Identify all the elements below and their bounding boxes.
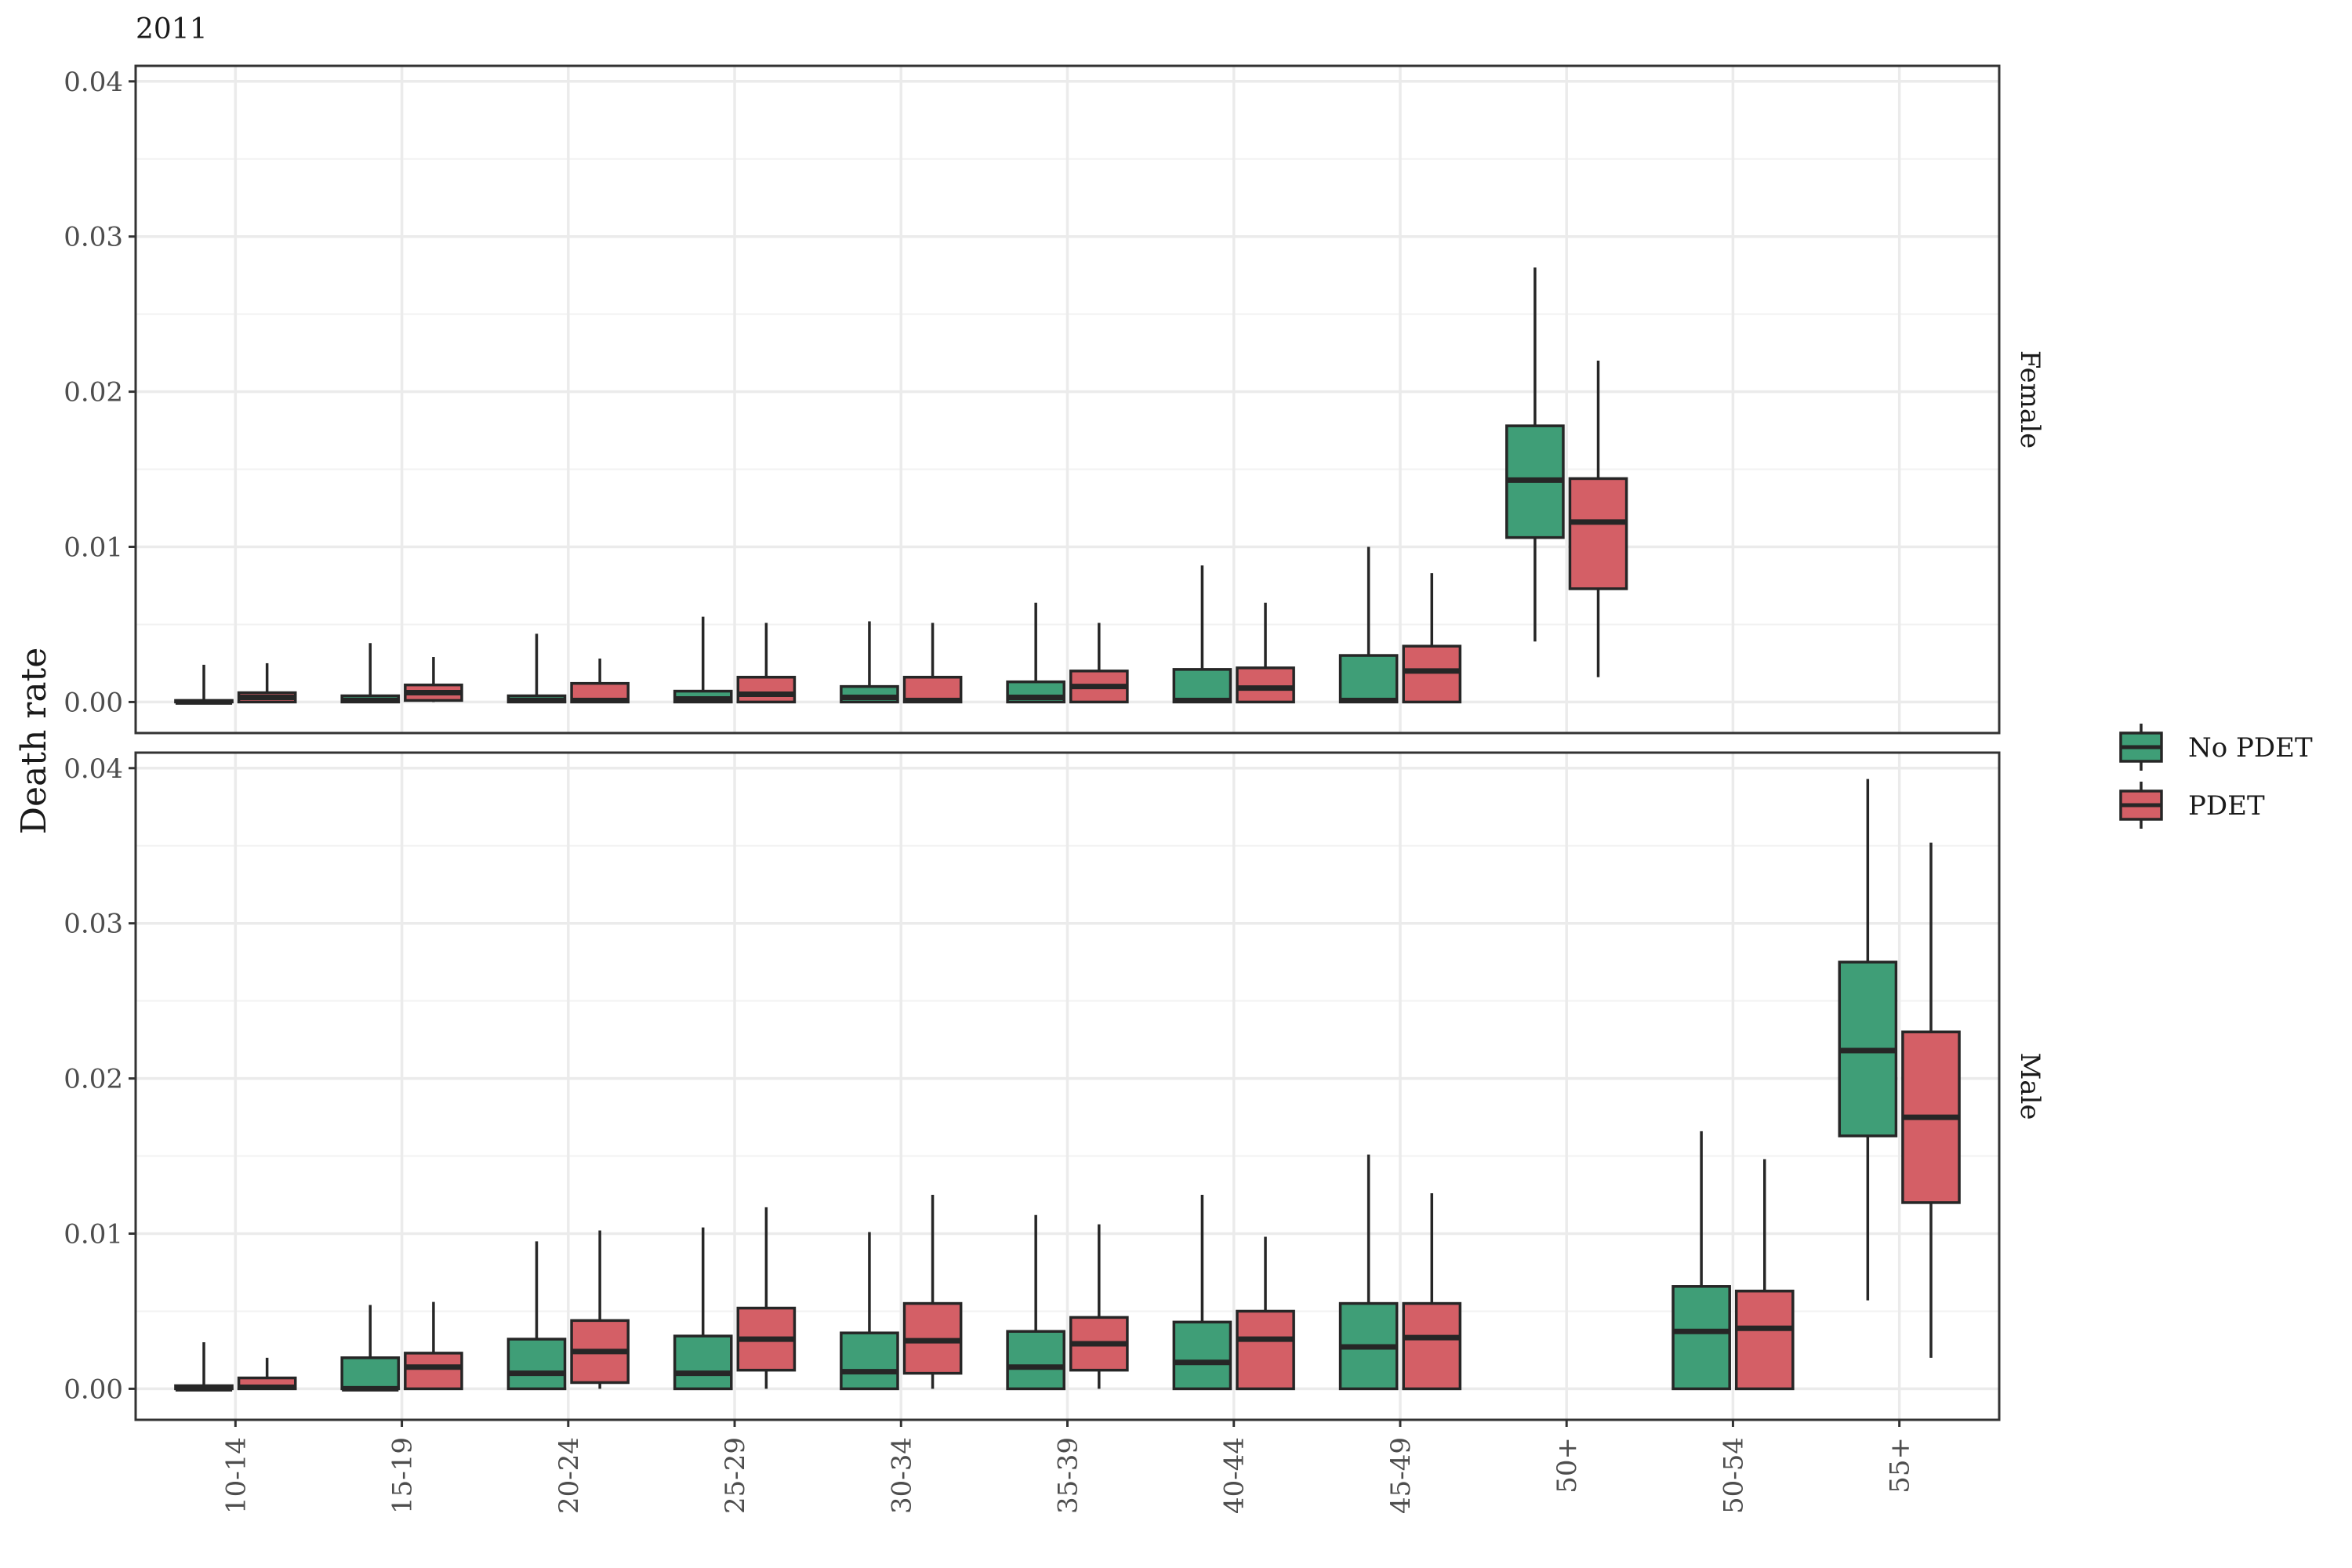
box-no-pdet-30-34 (840, 621, 899, 704)
box-no-pdet-20-24 (506, 1241, 567, 1391)
box-body (1172, 668, 1232, 704)
panel-male: 0.00 0.01 0.02 0.03 0.04 Male (64, 751, 2045, 1421)
box-no-pdet-35-39 (1006, 602, 1066, 704)
x-tick-label: 20-24 (554, 1437, 585, 1514)
panels-layer: 0.000.010.020.030.04Female0.000.010.020.… (64, 64, 2045, 1421)
box-pdet-10-14 (237, 662, 297, 704)
x-tick-label: 50+ (1552, 1437, 1583, 1494)
box-pdet-25-29 (736, 1207, 797, 1389)
legend-item-no-pdet: No PDET (2119, 724, 2313, 771)
box-pdet-15-19 (404, 1301, 463, 1391)
box-body (840, 1331, 899, 1391)
box-no-pdet-45-49 (1338, 1154, 1399, 1391)
box-pdet-20-24 (570, 1230, 630, 1389)
box-pdet-10-14 (237, 1357, 297, 1391)
legend: No PDET PDET (2119, 724, 2313, 829)
y-tick-label: 0.04 (64, 753, 123, 785)
box-body (1006, 1330, 1066, 1391)
chart-title: 2011 (136, 13, 208, 45)
box-pdet-50-54 (1734, 1159, 1795, 1391)
box-body (673, 1334, 733, 1391)
x-tick-label: 10-14 (220, 1437, 252, 1514)
box-no-pdet-35-39 (1006, 1214, 1066, 1391)
y-tick-label: 0.00 (64, 1374, 123, 1405)
box-no-pdet-50-54 (1671, 1131, 1731, 1391)
box-pdet-30-34 (902, 622, 963, 704)
x-tick-label: 55+ (1885, 1437, 1916, 1494)
y-axis-label: Death rate (14, 648, 54, 835)
y-tick-label: 0.02 (64, 1064, 123, 1095)
box-no-pdet-55+ (1838, 779, 1898, 1301)
facet-label: Female (2014, 350, 2045, 448)
box-no-pdet-25-29 (673, 1227, 733, 1391)
box-no-pdet-50+ (1505, 267, 1565, 642)
legend-item-pdet: PDET (2119, 782, 2265, 829)
x-tick-label: 45-49 (1385, 1437, 1417, 1514)
y-tick-label: 0.04 (64, 67, 123, 98)
box-body (404, 1352, 463, 1391)
box-no-pdet-20-24 (506, 633, 567, 704)
x-tick-label: 15-19 (387, 1437, 419, 1514)
box-body (340, 1356, 401, 1391)
box-pdet-20-24 (570, 659, 630, 704)
y-tick-label: 0.02 (64, 377, 123, 408)
box-no-pdet-45-49 (1338, 546, 1399, 704)
box-no-pdet-40-44 (1172, 1195, 1232, 1391)
box-no-pdet-30-34 (840, 1232, 899, 1391)
box-pdet-25-29 (736, 622, 797, 704)
y-tick-label: 0.01 (64, 1219, 123, 1250)
box-pdet-50+ (1568, 361, 1628, 677)
box-body (1172, 1320, 1232, 1391)
legend-label: No PDET (2188, 732, 2313, 764)
x-tick-label: 30-34 (886, 1437, 917, 1514)
x-tick-label: 25-29 (720, 1437, 751, 1514)
box-pdet-35-39 (1069, 1224, 1129, 1389)
box-no-pdet-25-29 (673, 616, 733, 704)
box-body (1568, 477, 1628, 590)
box-no-pdet-10-14 (174, 664, 234, 705)
box-body (736, 676, 797, 704)
x-tick-label: 50-54 (1718, 1437, 1749, 1514)
box-pdet-15-19 (404, 657, 463, 702)
box-no-pdet-15-19 (340, 643, 401, 704)
x-tick-label: 40-44 (1219, 1437, 1250, 1514)
x-axis: 10-14 15-19 20-24 25-29 30-34 35-39 40-44 45-49… (220, 1420, 1916, 1514)
y-tick-label: 0.01 (64, 532, 123, 564)
box-pdet-30-34 (902, 1195, 963, 1389)
box-pdet-45-49 (1402, 1193, 1462, 1391)
facet-label: Male (2014, 1052, 2045, 1120)
box-pdet-40-44 (1236, 1236, 1295, 1391)
box-no-pdet-10-14 (174, 1342, 234, 1392)
box-body (1734, 1289, 1795, 1391)
box-pdet-55+ (1901, 842, 1961, 1358)
box-body (1338, 654, 1399, 704)
box-body (1236, 1309, 1295, 1391)
box-body (506, 1338, 567, 1391)
y-tick-label: 0.03 (64, 909, 123, 940)
box-body (1402, 1301, 1462, 1391)
box-body (1671, 1285, 1731, 1391)
y-tick-label: 0.00 (64, 687, 123, 718)
panel-female: 0.00 0.01 0.02 0.03 0.04 Female (64, 64, 2045, 735)
box-body (1236, 666, 1295, 704)
panel-border (134, 64, 2001, 735)
box-no-pdet-40-44 (1172, 565, 1232, 704)
box-no-pdet-15-19 (340, 1305, 401, 1392)
legend-label: PDET (2188, 790, 2265, 822)
box-pdet-35-39 (1069, 622, 1129, 704)
box-pdet-40-44 (1236, 602, 1295, 704)
x-tick-label: 35-39 (1053, 1437, 1084, 1514)
y-tick-label: 0.03 (64, 222, 123, 253)
box-body (1402, 644, 1462, 704)
box-pdet-45-49 (1402, 573, 1462, 704)
